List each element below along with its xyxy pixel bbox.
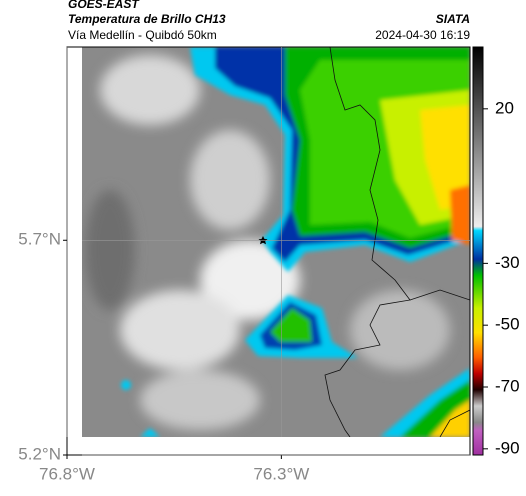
y-tick-label: 5.2°N bbox=[18, 444, 61, 463]
x-tick-label: 76.8°W bbox=[39, 464, 95, 483]
colorbar-tick-label: 20 bbox=[495, 98, 514, 117]
colorbar-tick-label: -30 bbox=[495, 253, 520, 272]
subtitle: Vía Medellín - Quibdó 50km bbox=[68, 28, 217, 42]
title: Temperatura de Brillo CH13 bbox=[68, 12, 226, 26]
source: GOES-EAST bbox=[68, 0, 140, 11]
colorbar-tick-label: -50 bbox=[495, 315, 520, 334]
x-tick-label: 76.3°W bbox=[253, 464, 309, 483]
satellite-image bbox=[82, 47, 470, 437]
credit: SIATA bbox=[436, 12, 470, 26]
colorbar-tick-label: -70 bbox=[495, 376, 520, 395]
colorbar-tick-label: -90 bbox=[495, 438, 520, 457]
timestamp: 2024-04-30 16:19 bbox=[375, 28, 470, 42]
colorbar bbox=[472, 46, 484, 456]
y-tick-label: 5.7°N bbox=[18, 230, 61, 249]
